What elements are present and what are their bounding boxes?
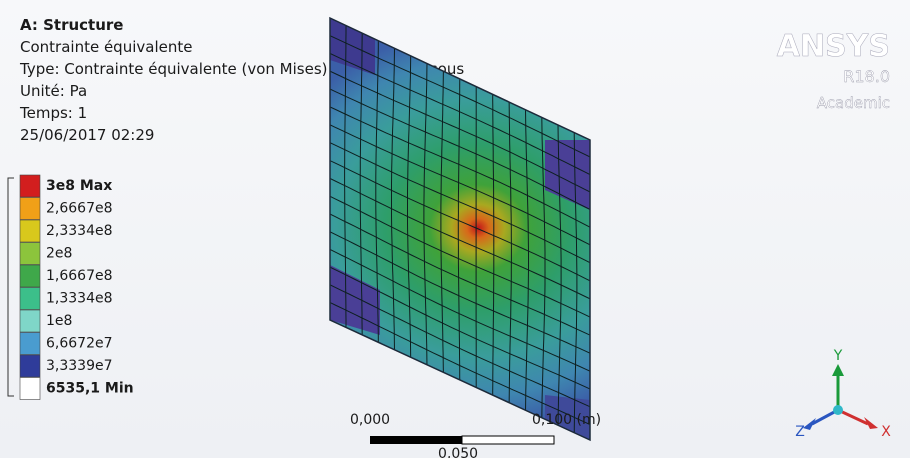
legend-label: 1,3334e8 [46, 291, 113, 307]
header-time: Temps: 1 [19, 104, 87, 122]
header-date: 25/06/2017 02:29 [20, 126, 154, 144]
legend-label: 3,3339e7 [46, 358, 113, 374]
legend-label: 1,6667e8 [46, 268, 113, 284]
axis-z: Z [795, 424, 805, 440]
scale-left: 0,000 [350, 412, 390, 428]
legend-label: 6,6672e7 [46, 336, 113, 352]
legend-swatch [20, 333, 40, 355]
legend-swatch [20, 310, 40, 332]
axis-x: X [881, 424, 891, 440]
legend-swatch [20, 243, 40, 265]
legend-swatch [20, 175, 40, 197]
viewport: A: Structure Contrainte équivalente Type… [0, 0, 910, 458]
legend-label: 6535,1 Min [46, 381, 134, 397]
legend-swatch [20, 378, 40, 400]
header-result: Contrainte équivalente [20, 38, 192, 56]
legend-label: 2,3334e8 [46, 223, 113, 239]
axis-y: Y [833, 348, 843, 364]
legend-swatch [20, 265, 40, 287]
legend-swatch [20, 198, 40, 220]
legend-swatch [20, 220, 40, 242]
logo-release: R18.0 [843, 67, 890, 86]
legend-label: 2e8 [46, 246, 72, 262]
header-title: A: Structure [20, 16, 123, 34]
legend-swatch [20, 288, 40, 310]
legend-label: 2,6667e8 [46, 201, 113, 217]
logo-edition: Academic [817, 94, 890, 112]
scale-right: 0,100 (m) [532, 412, 601, 428]
logo-brand: ANSYS [777, 29, 890, 64]
legend-swatch [20, 355, 40, 377]
scale-middle: 0,050 [438, 446, 478, 458]
legend-label: 1e8 [46, 313, 72, 329]
header-unit: Unité: Pa [20, 82, 87, 100]
legend-label: 3e8 Max [46, 178, 112, 194]
